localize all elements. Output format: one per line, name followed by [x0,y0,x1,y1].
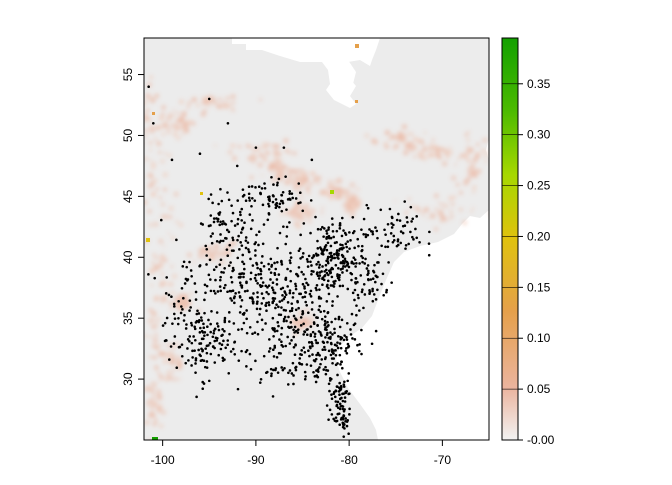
x-tick-label: -90 [247,453,265,467]
legend-tick-label: 0.30 [527,128,551,142]
legend-tick-label: 0.15 [527,280,551,294]
y-tick-label: 50 [121,128,135,142]
plot-frame [143,37,490,441]
x-tick-label: -80 [340,453,358,467]
y-axis: 30 35 40 45 50 55 [121,68,144,386]
y-tick-label: 35 [121,311,135,325]
color-legend: -0.00 0.05 0.10 0.15 0.20 0.25 0.30 0.35 [501,37,555,447]
y-tick-label: 40 [121,250,135,264]
occurrence-points [147,85,431,438]
y-tick-label: 45 [121,189,135,203]
water-area [330,60,356,96]
y-tick-label: 30 [121,372,135,386]
legend-colorbar [501,37,519,441]
legend-tick-label: 0.25 [527,179,551,193]
x-tick-label: -70 [434,453,452,467]
raster-layer [144,38,489,440]
legend-tick-label: 0.35 [527,77,551,91]
x-axis: -100 -90 -80 -70 [151,440,452,467]
legend-tick-label: -0.00 [527,433,555,447]
legend-tick-label: 0.05 [527,382,551,396]
x-tick-label: -100 [151,453,175,467]
legend-tick-label: 0.10 [527,331,551,345]
legend-tick-label: 0.20 [527,229,551,243]
y-tick-label: 55 [121,68,135,82]
